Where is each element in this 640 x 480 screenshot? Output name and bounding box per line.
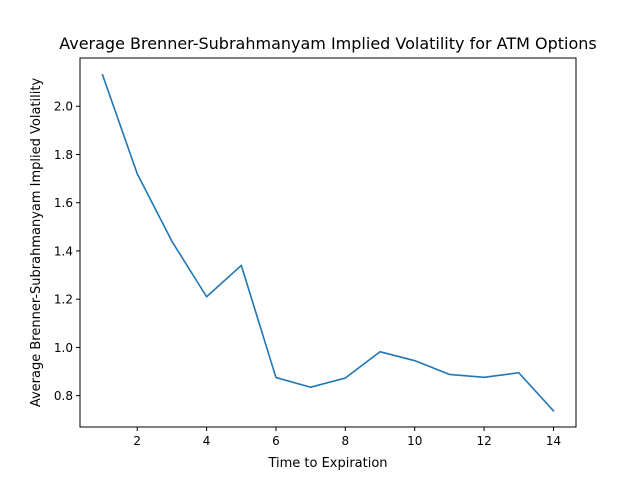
- x-axis-label: Time to Expiration: [267, 456, 387, 471]
- chart-title: Average Brenner-Subrahmanyam Implied Vol…: [59, 34, 597, 53]
- plot-frame: [79, 57, 577, 428]
- x-tick-label: 2: [133, 434, 141, 448]
- x-tick-label: 4: [203, 434, 211, 448]
- x-tick-label: 12: [476, 434, 491, 448]
- y-tick-label: 1.6: [54, 196, 73, 210]
- x-tick-label: 10: [407, 434, 422, 448]
- x-tick-label: 8: [342, 434, 350, 448]
- series-line-0: [101, 73, 555, 412]
- y-axis-label: Average Brenner-Subrahmanyam Implied Vol…: [29, 78, 44, 408]
- x-tick-label: 14: [546, 434, 561, 448]
- y-tick-label: 1.0: [54, 341, 73, 355]
- y-tick-label: 2.0: [54, 100, 73, 114]
- y-tick-label: 1.4: [54, 244, 73, 258]
- y-tick-label: 1.2: [54, 293, 73, 307]
- x-tick-label: 6: [272, 434, 280, 448]
- y-tick-label: 0.8: [54, 389, 73, 403]
- y-tick-label: 1.8: [54, 148, 73, 162]
